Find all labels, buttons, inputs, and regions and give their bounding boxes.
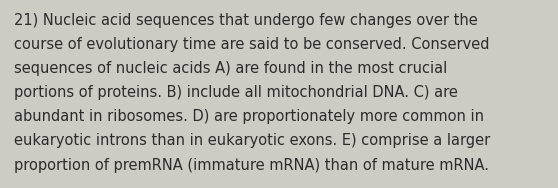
Text: 21) Nucleic acid sequences that undergo few changes over the: 21) Nucleic acid sequences that undergo … <box>14 13 478 28</box>
Text: proportion of premRNA (immature mRNA) than of mature mRNA.: proportion of premRNA (immature mRNA) th… <box>14 158 489 173</box>
Text: sequences of nucleic acids A) are found in the most crucial: sequences of nucleic acids A) are found … <box>14 61 447 76</box>
Text: abundant in ribosomes. D) are proportionately more common in: abundant in ribosomes. D) are proportion… <box>14 109 484 124</box>
Text: eukaryotic introns than in eukaryotic exons. E) comprise a larger: eukaryotic introns than in eukaryotic ex… <box>14 133 490 149</box>
Text: portions of proteins. B) include all mitochondrial DNA. C) are: portions of proteins. B) include all mit… <box>14 85 458 100</box>
Text: course of evolutionary time are said to be conserved. Conserved: course of evolutionary time are said to … <box>14 37 489 52</box>
